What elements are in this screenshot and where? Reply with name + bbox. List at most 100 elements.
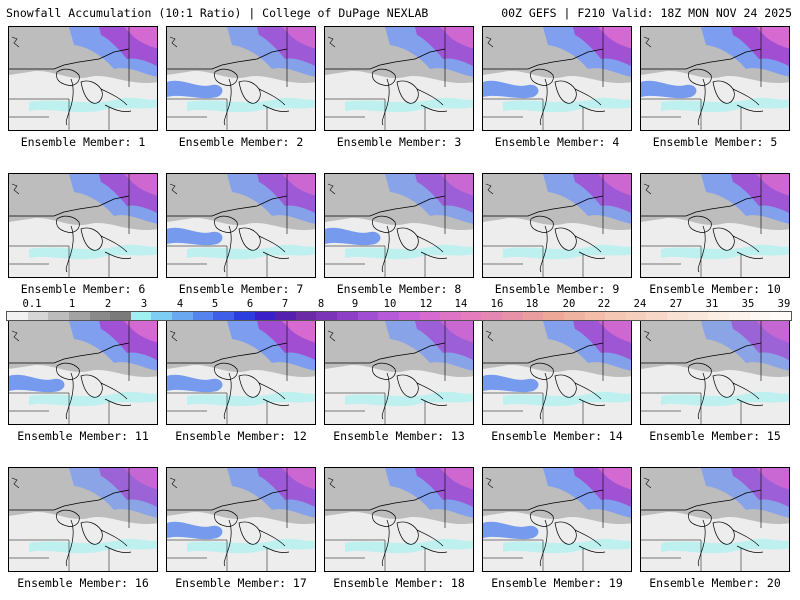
ensemble-member-12-map (166, 320, 316, 425)
legend-swatch (233, 312, 255, 320)
ensemble-member-3-map (324, 26, 474, 131)
legend-swatch (27, 312, 49, 320)
ensemble-member-17-label: Ensemble Member: 17 (175, 576, 307, 590)
ensemble-member-15-label: Ensemble Member: 15 (649, 429, 781, 443)
legend-label: 1 (68, 298, 76, 310)
ensemble-member-11-label: Ensemble Member: 11 (17, 429, 149, 443)
legend-label: 2 (104, 298, 112, 310)
ensemble-member-8-label: Ensemble Member: 8 (336, 282, 462, 296)
legend-swatch (419, 312, 441, 320)
legend-swatch (7, 312, 28, 320)
legend-label: 0.1 (22, 298, 42, 310)
legend-label: 5 (211, 298, 219, 310)
ensemble-member-9-label: Ensemble Member: 9 (494, 282, 620, 296)
ensemble-member-6-label: Ensemble Member: 6 (20, 282, 146, 296)
legend-colorbar (6, 311, 792, 321)
legend-label: 20 (562, 298, 576, 310)
legend-swatch (728, 312, 750, 320)
legend-label: 3 (140, 298, 148, 310)
ensemble-member-10-map (640, 173, 790, 278)
legend-swatch (89, 312, 111, 320)
legend-label: 31 (705, 298, 719, 310)
ensemble-member-18-map (324, 467, 474, 572)
ensemble-member-18-label: Ensemble Member: 18 (333, 576, 465, 590)
legend-swatch (172, 312, 193, 320)
header-title: Snowfall Accumulation (10:1 Ratio) | Col… (6, 6, 429, 20)
legend-label: 10 (383, 298, 397, 310)
legend-label: 35 (741, 298, 755, 310)
ensemble-member-20-label: Ensemble Member: 20 (649, 576, 781, 590)
legend-swatch (192, 312, 214, 320)
ensemble-member-13-label: Ensemble Member: 13 (333, 429, 465, 443)
ensemble-member-19-map (482, 467, 632, 572)
legend-swatch (605, 312, 626, 320)
legend-swatch (316, 312, 337, 320)
ensemble-member-2-map (166, 26, 316, 131)
ensemble-member-8-map (324, 173, 474, 278)
ensemble-member-16-label: Ensemble Member: 16 (17, 576, 149, 590)
ensemble-member-7-map (166, 173, 316, 278)
ensemble-member-6-map (8, 173, 158, 278)
legend-label: 8 (317, 298, 325, 310)
legend-swatch (254, 312, 276, 320)
ensemble-member-20-map (640, 467, 790, 572)
legend-swatch (625, 312, 647, 320)
ensemble-member-2-label: Ensemble Member: 2 (178, 135, 304, 149)
legend-swatch (48, 312, 69, 320)
legend-label: 27 (669, 298, 683, 310)
legend-swatch (770, 312, 791, 320)
legend-label: 4 (176, 298, 184, 310)
legend-swatch (378, 312, 399, 320)
ensemble-member-12-label: Ensemble Member: 12 (175, 429, 307, 443)
ensemble-member-19-label: Ensemble Member: 19 (491, 576, 623, 590)
legend-swatch (502, 312, 523, 320)
legend-swatch (522, 312, 544, 320)
ensemble-member-14-map (482, 320, 632, 425)
legend-label: 39 (777, 298, 791, 310)
snowfall-legend: 0.1 1 2 3 4 5 6 7 8 9 10 12 14 16 18 20 22 24 27 31 35 39 (6, 298, 792, 324)
legend-swatch (275, 312, 296, 320)
ensemble-member-15-map (640, 320, 790, 425)
legend-swatch (130, 312, 152, 320)
legend-label: 16 (490, 298, 504, 310)
legend-swatch (213, 312, 234, 320)
ensemble-member-17-map (166, 467, 316, 572)
ensemble-member-9-map (482, 173, 632, 278)
legend-label: 6 (246, 298, 254, 310)
header-valid-time: 00Z GEFS | F210 Valid: 18Z MON NOV 24 20… (501, 6, 792, 20)
legend-swatch (584, 312, 606, 320)
legend-label: 12 (419, 298, 433, 310)
legend-label: 14 (454, 298, 468, 310)
legend-swatch (440, 312, 461, 320)
ensemble-member-1-map (8, 26, 158, 131)
legend-swatch (749, 312, 771, 320)
legend-swatch (563, 312, 585, 320)
legend-swatch (337, 312, 358, 320)
legend-swatch (687, 312, 709, 320)
legend-label: 9 (351, 298, 359, 310)
legend-swatch (543, 312, 564, 320)
legend-swatch (708, 312, 729, 320)
ensemble-member-10-label: Ensemble Member: 10 (649, 282, 781, 296)
legend-label: 22 (597, 298, 611, 310)
legend-swatch (667, 312, 688, 320)
ensemble-member-4-label: Ensemble Member: 4 (494, 135, 620, 149)
ensemble-member-14-label: Ensemble Member: 14 (491, 429, 623, 443)
ensemble-member-1-label: Ensemble Member: 1 (20, 135, 146, 149)
legend-swatch (481, 312, 502, 320)
legend-swatch (68, 312, 90, 320)
legend-label: 24 (633, 298, 647, 310)
ensemble-member-5-label: Ensemble Member: 5 (652, 135, 778, 149)
legend-label: 18 (525, 298, 539, 310)
ensemble-member-3-label: Ensemble Member: 3 (336, 135, 462, 149)
ensemble-member-11-map (8, 320, 158, 425)
legend-swatch (398, 312, 420, 320)
legend-swatch (295, 312, 317, 320)
legend-swatch (110, 312, 131, 320)
legend-swatch (151, 312, 172, 320)
ensemble-member-7-label: Ensemble Member: 7 (178, 282, 304, 296)
ensemble-member-5-map (640, 26, 790, 131)
ensemble-member-13-map (324, 320, 474, 425)
legend-swatch (357, 312, 379, 320)
legend-swatch (460, 312, 482, 320)
